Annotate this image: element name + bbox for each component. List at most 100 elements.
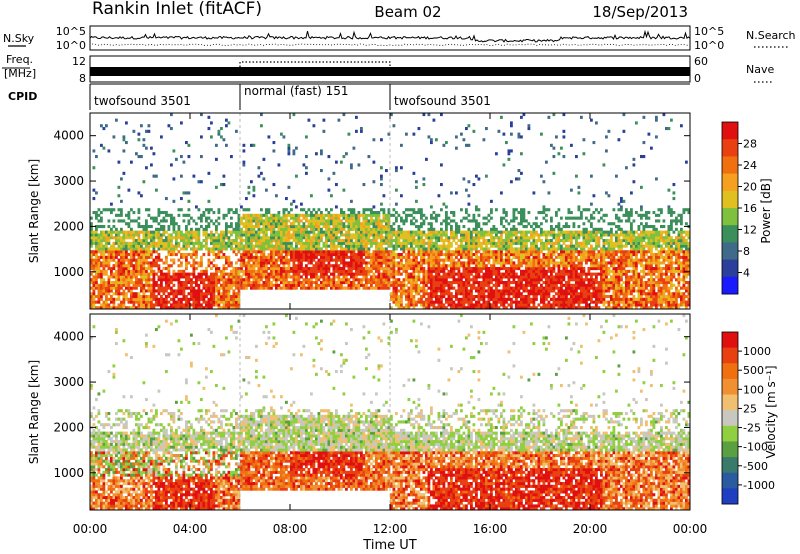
heatmap-cell — [185, 283, 188, 287]
heatmap-cell — [435, 253, 438, 257]
heatmap-cell — [462, 264, 466, 268]
nave-label: Nave — [746, 63, 774, 76]
heatmap-cell — [240, 227, 243, 231]
heatmap-cell — [475, 295, 478, 299]
heatmap-cell — [480, 244, 483, 248]
heatmap-cell — [320, 255, 323, 259]
heatmap-cell — [182, 236, 186, 240]
heatmap-cell — [515, 306, 518, 309]
heatmap-cell — [242, 253, 246, 257]
heatmap-cell — [417, 239, 421, 243]
heatmap-cell — [147, 241, 151, 245]
heatmap-cell — [430, 303, 433, 307]
heatmap-cell — [515, 208, 518, 212]
heatmap-cell — [427, 300, 431, 304]
heatmap-cell — [147, 300, 151, 304]
heatmap-cell — [295, 205, 298, 209]
heatmap-cell — [535, 289, 538, 293]
heatmap-cell — [530, 250, 533, 254]
heatmap-cell — [275, 230, 278, 234]
heatmap-cell — [445, 255, 448, 259]
heatmap-cell — [245, 219, 248, 223]
heatmap-cell — [432, 300, 436, 304]
heatmap-cell — [290, 222, 293, 226]
heatmap-cell — [417, 292, 421, 296]
heatmap-cell — [102, 146, 106, 150]
heatmap-cell — [482, 297, 486, 301]
heatmap-cell — [132, 297, 136, 301]
heatmap-cell — [125, 230, 128, 234]
heatmap-cell — [247, 185, 251, 189]
heatmap-cell — [492, 236, 496, 240]
heatmap-cell — [450, 241, 453, 245]
heatmap-cell — [147, 275, 151, 279]
heatmap-cell — [430, 247, 433, 251]
cpid-segment-2: normal (fast) 151 — [244, 84, 348, 98]
heatmap-cell — [270, 227, 273, 231]
heatmap-cell — [205, 278, 208, 282]
heatmap-cell — [502, 286, 506, 290]
heatmap-cell — [90, 244, 93, 248]
heatmap-cell — [222, 253, 226, 257]
heatmap-cell — [185, 267, 188, 271]
heatmap-cell — [402, 250, 406, 254]
heatmap-cell — [467, 230, 471, 234]
heatmap-cell — [115, 281, 118, 285]
heatmap-cell — [125, 141, 128, 145]
heatmap-cell — [520, 275, 523, 279]
heatmap-cell — [155, 188, 158, 192]
heatmap-cell — [282, 236, 286, 240]
heatmap-cell — [255, 286, 258, 290]
heatmap-cell — [320, 211, 323, 215]
heatmap-cell — [210, 272, 213, 276]
heatmap-cell — [332, 283, 336, 287]
heatmap-cell — [502, 303, 506, 307]
heatmap-cell — [345, 236, 348, 240]
heatmap-cell — [140, 194, 143, 198]
heatmap-cell — [230, 295, 233, 299]
heatmap-cell — [102, 281, 106, 285]
heatmap-cell — [197, 239, 201, 243]
heatmap-cell — [480, 258, 483, 262]
heatmap-cell — [322, 225, 326, 229]
heatmap-cell — [495, 269, 498, 273]
heatmap-cell — [495, 286, 498, 290]
heatmap-cell — [215, 255, 218, 259]
heatmap-cell — [307, 261, 311, 265]
heatmap-cell — [250, 241, 253, 245]
heatmap-cell — [492, 250, 496, 254]
heatmap-cell — [150, 163, 153, 167]
heatmap-cell — [542, 261, 546, 265]
heatmap-cell — [407, 264, 411, 268]
heatmap-cell — [200, 269, 203, 273]
heatmap-cell — [145, 129, 148, 133]
heatmap-cell — [260, 222, 263, 226]
heatmap-cell — [157, 264, 161, 268]
heatmap-cell — [202, 292, 206, 296]
heatmap-cell — [282, 278, 286, 282]
heatmap-cell — [225, 272, 228, 276]
heatmap-cell — [435, 295, 438, 299]
heatmap-cell — [287, 185, 291, 189]
heatmap-cell — [97, 258, 101, 262]
heatmap-cell — [200, 135, 203, 139]
heatmap-cell — [247, 227, 251, 231]
heatmap-cell — [457, 253, 461, 257]
heatmap-cell — [397, 233, 401, 237]
heatmap-cell — [342, 267, 346, 271]
heatmap-cell — [262, 281, 266, 285]
heatmap-cell — [345, 255, 348, 259]
heatmap-cell — [420, 286, 423, 290]
heatmap-cell — [380, 225, 383, 229]
heatmap-cell — [167, 264, 171, 268]
heatmap-cell — [372, 236, 376, 240]
heatmap-cell — [415, 261, 418, 265]
heatmap-cell — [305, 281, 308, 285]
heatmap-cell — [287, 211, 291, 215]
heatmap-cell — [482, 281, 486, 285]
heatmap-cell — [520, 250, 523, 254]
heatmap-cell — [542, 247, 546, 251]
heatmap-cell — [240, 205, 243, 209]
cpid-segment-3: twofsound 3501 — [394, 94, 491, 108]
heatmap-cell — [217, 292, 221, 296]
